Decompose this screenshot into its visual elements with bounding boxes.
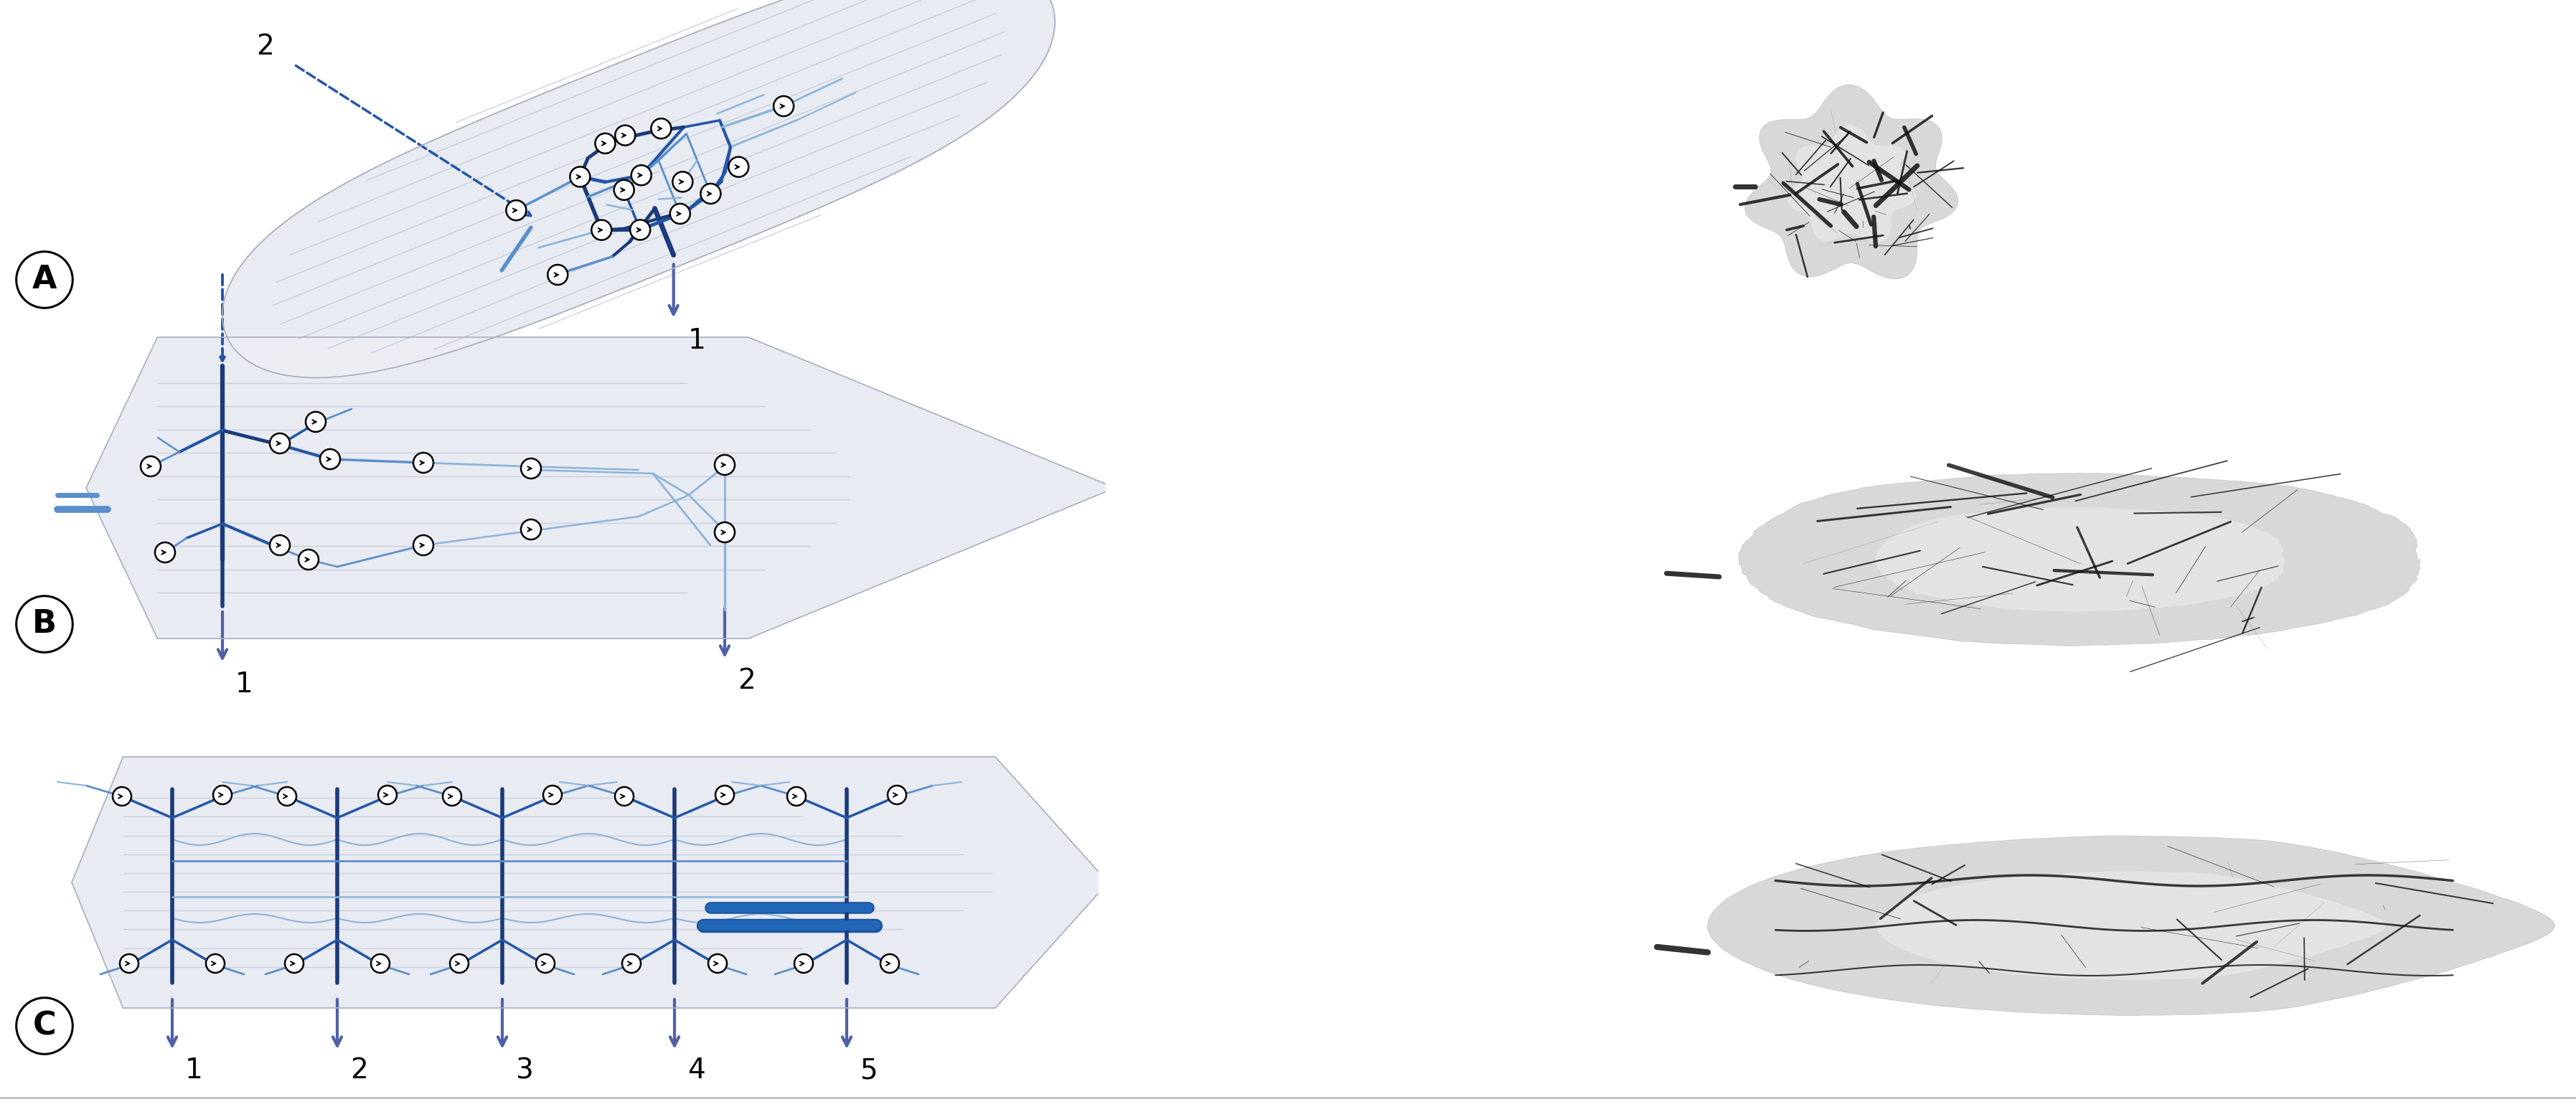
Circle shape — [536, 954, 554, 973]
Circle shape — [270, 434, 291, 454]
Circle shape — [270, 535, 291, 555]
Polygon shape — [85, 337, 1105, 638]
Circle shape — [412, 453, 433, 473]
Circle shape — [652, 119, 672, 139]
Circle shape — [613, 180, 634, 200]
Polygon shape — [72, 757, 1097, 1007]
Polygon shape — [1878, 872, 2385, 980]
Polygon shape — [1708, 836, 2555, 1015]
Circle shape — [672, 171, 693, 191]
Circle shape — [623, 954, 641, 973]
Polygon shape — [222, 0, 1056, 378]
Circle shape — [379, 785, 397, 804]
Circle shape — [451, 954, 469, 973]
Circle shape — [631, 166, 652, 186]
Polygon shape — [1875, 508, 2285, 612]
Circle shape — [708, 954, 726, 973]
Circle shape — [793, 954, 814, 973]
Circle shape — [278, 787, 296, 806]
Circle shape — [214, 785, 232, 804]
Circle shape — [631, 220, 649, 240]
Circle shape — [889, 785, 907, 804]
Circle shape — [729, 157, 750, 177]
Text: 2: 2 — [350, 1056, 368, 1084]
Polygon shape — [1739, 474, 2419, 646]
Text: 1: 1 — [185, 1056, 204, 1084]
Circle shape — [142, 456, 160, 476]
Circle shape — [595, 133, 616, 153]
Text: C: C — [33, 1011, 57, 1041]
Circle shape — [286, 954, 304, 973]
Text: 3: 3 — [515, 1056, 533, 1084]
Text: A: A — [31, 265, 57, 295]
Circle shape — [569, 167, 590, 187]
Circle shape — [520, 458, 541, 478]
Circle shape — [505, 200, 526, 220]
Polygon shape — [72, 757, 1097, 1007]
Circle shape — [544, 785, 562, 804]
Circle shape — [121, 954, 139, 973]
Circle shape — [206, 954, 224, 973]
Circle shape — [714, 523, 734, 543]
Circle shape — [616, 126, 636, 146]
Circle shape — [520, 519, 541, 539]
Circle shape — [788, 787, 806, 806]
Circle shape — [412, 535, 433, 555]
Circle shape — [113, 787, 131, 806]
Circle shape — [319, 449, 340, 469]
Circle shape — [714, 455, 734, 475]
Circle shape — [701, 183, 721, 203]
Polygon shape — [222, 0, 1056, 378]
Text: 5: 5 — [860, 1056, 878, 1084]
Circle shape — [307, 411, 325, 431]
Circle shape — [592, 220, 611, 240]
Text: 1: 1 — [688, 327, 706, 354]
Text: 2: 2 — [737, 667, 755, 695]
Polygon shape — [1744, 85, 1958, 279]
Circle shape — [773, 96, 793, 116]
Text: 4: 4 — [688, 1056, 706, 1084]
Circle shape — [549, 265, 567, 285]
Polygon shape — [85, 337, 1105, 638]
Text: 2: 2 — [258, 33, 276, 60]
Circle shape — [443, 787, 461, 806]
Circle shape — [881, 954, 899, 973]
Text: B: B — [33, 608, 57, 639]
Circle shape — [299, 549, 319, 569]
Circle shape — [716, 785, 734, 804]
Circle shape — [371, 954, 389, 973]
Circle shape — [670, 203, 690, 224]
Circle shape — [155, 543, 175, 563]
Circle shape — [616, 787, 634, 806]
Text: 1: 1 — [234, 671, 252, 698]
Polygon shape — [1788, 126, 1917, 242]
